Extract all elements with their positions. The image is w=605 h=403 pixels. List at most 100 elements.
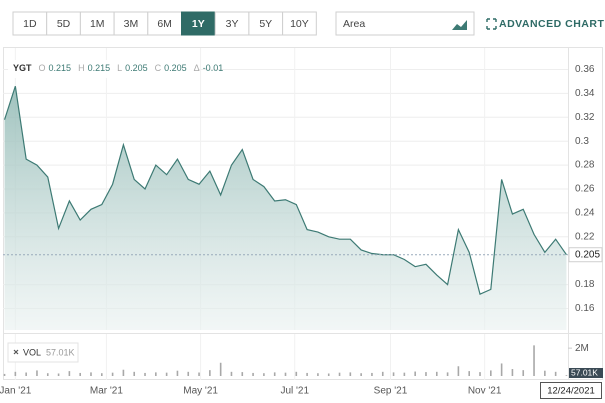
volume-bar	[144, 372, 146, 376]
range-button[interactable]: 1D	[12, 11, 48, 36]
close-icon[interactable]	[13, 349, 19, 355]
range-button-label: 1D	[23, 18, 37, 30]
y-tick-label: 0.26	[575, 184, 595, 195]
volume-bar	[100, 373, 103, 376]
chart-frame	[3, 47, 603, 380]
volume-bar	[252, 372, 254, 376]
range-button[interactable]: 1M	[79, 11, 115, 36]
y-tick-label: 0.16	[575, 303, 595, 314]
range-button[interactable]: 1Y	[181, 11, 216, 36]
y-tick-label: 0.32	[575, 112, 595, 123]
area-fill	[4, 86, 567, 330]
y-tick-label: 0.18	[575, 279, 595, 290]
range-button-label: 3Y	[226, 18, 239, 30]
volume-bar	[533, 345, 535, 376]
y2-tick-label: 2M	[575, 343, 589, 354]
quote-field: C	[155, 63, 162, 73]
volume-bar	[317, 373, 319, 376]
x-tick-label: May '21	[183, 386, 218, 397]
x-tick-label: Jan '21	[0, 386, 32, 397]
volume-bar	[79, 372, 81, 376]
expand-icon	[486, 18, 497, 30]
volume-bar	[25, 372, 27, 376]
volume-bar	[468, 371, 471, 376]
volume-bar	[295, 371, 298, 376]
volume-badge	[569, 368, 603, 378]
range-button[interactable]: 3M	[113, 11, 149, 36]
dropdown-icon	[452, 20, 467, 30]
dropdown-box	[335, 11, 475, 36]
volume-legend-name: VOL	[23, 347, 41, 357]
volume-bar	[209, 370, 211, 376]
volume-bar	[230, 371, 233, 376]
volume-bar	[479, 372, 481, 376]
volume-bar	[111, 372, 114, 376]
range-button[interactable]: 5D	[46, 11, 81, 36]
volume-bar	[122, 369, 125, 376]
volume-legend-value: 57.01K	[46, 347, 75, 357]
x-tick-label: Mar '21	[90, 386, 123, 397]
volume-bar	[306, 372, 308, 376]
volume-bar	[371, 372, 373, 376]
volume-bar	[14, 371, 17, 376]
volume-bar	[414, 371, 416, 376]
volume-bar	[565, 375, 568, 376]
volume-bar	[133, 371, 136, 376]
range-button-label: 6M	[157, 18, 172, 30]
current-price-badge	[568, 247, 603, 263]
quote-field: L	[117, 63, 122, 73]
volume-bar	[457, 366, 460, 376]
quote-symbol: YGT	[13, 63, 32, 73]
volume-bar	[3, 373, 6, 376]
quote-field: H	[78, 63, 85, 73]
volume-bar	[392, 372, 395, 376]
volume-bar	[273, 372, 276, 376]
range-button[interactable]: 6M	[147, 11, 183, 36]
volume-bar	[381, 371, 384, 376]
price-line	[3, 86, 567, 295]
range-button-label: 1M	[90, 18, 105, 30]
volume-bar	[490, 370, 492, 376]
chart-type-dropdown[interactable]: Area	[335, 11, 475, 36]
quote-value: 0.215	[49, 63, 72, 73]
volume-badge-label: 57.01K	[571, 367, 598, 377]
quote-field: Δ	[194, 63, 200, 73]
volume-bar	[198, 372, 200, 376]
volume-bar	[338, 372, 341, 376]
volume-bar	[425, 372, 427, 376]
volume-bar	[511, 369, 514, 376]
y-tick-label: 0.34	[575, 88, 595, 99]
volume-bar	[554, 371, 557, 376]
volume-bar	[57, 373, 60, 376]
range-button-label: 1Y	[192, 18, 205, 30]
volume-bar	[435, 371, 438, 376]
range-button-label: 5D	[57, 18, 71, 30]
advanced-chart-link[interactable]: ADVANCED CHART	[486, 18, 604, 30]
volume-bar	[446, 372, 449, 376]
range-button[interactable]: 5Y	[248, 11, 284, 36]
volume-bar	[241, 372, 244, 376]
volume-legend-box	[7, 342, 79, 363]
y-tick-label: 0.24	[575, 208, 595, 219]
date-badge	[540, 382, 602, 399]
volume-bar	[46, 373, 49, 376]
range-button[interactable]: 3Y	[214, 11, 250, 36]
y-tick-label: 0.22	[575, 231, 595, 242]
range-button-label: 3M	[124, 18, 139, 30]
x-tick-label: Jul '21	[280, 386, 309, 397]
range-button[interactable]: 10Y	[282, 11, 317, 36]
current-price-label: 0.205	[575, 249, 600, 260]
volume-bar	[500, 363, 503, 376]
volume-bar	[360, 373, 362, 376]
volume-bar	[165, 372, 168, 376]
advanced-chart-label: ADVANCED CHART	[499, 18, 604, 30]
quote-value: 0.215	[88, 63, 111, 73]
volume-bar	[522, 370, 525, 376]
quote-value: -0.01	[203, 63, 224, 73]
quote-value: 0.205	[164, 63, 187, 73]
volume-bar	[544, 370, 546, 376]
plot-layer	[3, 48, 572, 380]
volume-bar	[36, 370, 38, 376]
